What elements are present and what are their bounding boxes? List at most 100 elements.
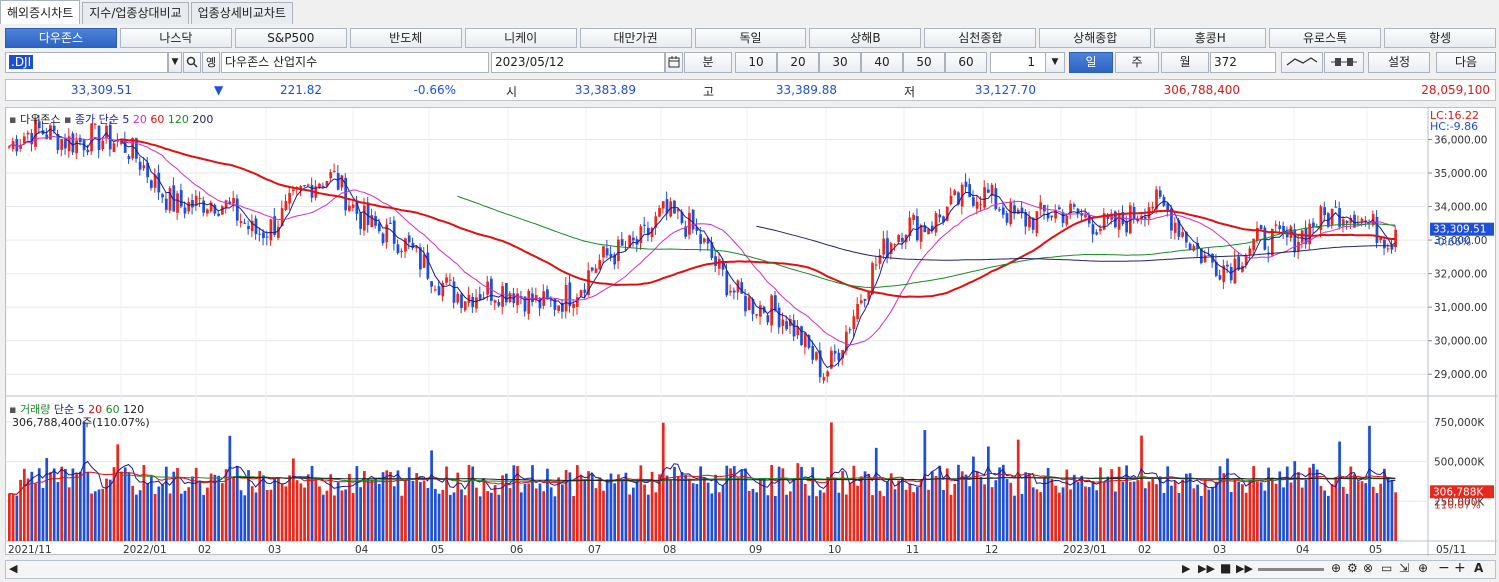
chart-area[interactable]: 36,000.00 35,000.00 34,000.00 33,000.00 32,0… bbox=[5, 107, 1497, 556]
volume-bar bbox=[818, 490, 822, 541]
volume-bar bbox=[755, 492, 759, 541]
gear-icon[interactable]: ⚙ bbox=[1347, 561, 1358, 575]
arrange-icon[interactable]: ⇲ bbox=[1399, 561, 1410, 575]
volume-bar bbox=[445, 466, 448, 541]
search-icon[interactable] bbox=[183, 52, 201, 73]
volume-bar bbox=[729, 468, 732, 541]
code-input[interactable]: .DJI bbox=[5, 52, 168, 73]
candle-body bbox=[497, 302, 501, 306]
candle-body bbox=[1192, 245, 1196, 251]
minute-10-button[interactable]: 10 bbox=[735, 52, 777, 73]
month-button[interactable]: 월 bbox=[1161, 52, 1209, 73]
calendar-icon[interactable] bbox=[665, 52, 683, 73]
tab-3[interactable]: 업종상세비교차트 bbox=[190, 2, 293, 24]
market-button-2[interactable]: 나스닥 bbox=[119, 28, 232, 48]
volume-bar bbox=[135, 494, 138, 541]
market-button-12[interactable]: 유로스톡 bbox=[1269, 28, 1382, 48]
candle-body bbox=[1005, 213, 1009, 223]
zoom-in-icon[interactable]: ⊕ bbox=[1418, 561, 1429, 575]
volume-bar bbox=[340, 490, 344, 541]
price-volume-chart[interactable]: 36,000.00 35,000.00 34,000.00 33,000.00 32,0… bbox=[5, 108, 1497, 556]
week-button[interactable]: 주 bbox=[1115, 52, 1159, 73]
candle-body bbox=[1170, 208, 1173, 231]
candle-body bbox=[620, 239, 624, 246]
candle-body bbox=[269, 219, 273, 241]
minute-20-button[interactable]: 20 bbox=[777, 52, 819, 73]
volume-bar bbox=[1222, 473, 1226, 541]
plus-icon[interactable]: + bbox=[1454, 560, 1466, 576]
next-button[interactable]: 다음 bbox=[1436, 52, 1496, 73]
candle-body bbox=[329, 172, 333, 179]
volume-bar bbox=[1211, 487, 1214, 541]
scroll-right-icon[interactable]: ▶ bbox=[1182, 562, 1191, 575]
crosshair-icon[interactable]: ⊗ bbox=[1363, 561, 1374, 575]
fast-forward-icon[interactable]: ▶▶ bbox=[1236, 562, 1253, 575]
window-icon[interactable]: ▭ bbox=[1381, 561, 1393, 575]
stop-icon[interactable]: ■ bbox=[1220, 561, 1232, 575]
volume-bar bbox=[1300, 487, 1304, 541]
font-icon[interactable]: A bbox=[1474, 561, 1484, 575]
volume-bar bbox=[501, 475, 504, 541]
market-button-7[interactable]: 독일 bbox=[694, 28, 807, 48]
minute-button[interactable]: 분 bbox=[684, 52, 732, 73]
count-dropdown-button[interactable]: ▼ bbox=[1045, 52, 1065, 73]
market-button-11[interactable]: 홍콩H bbox=[1154, 28, 1267, 48]
volume-bar bbox=[519, 492, 523, 541]
market-buttons: 다우존스 나스닥 S&P500 반도체 니케이 대만가권 독일 상해B 심천종합 상해종합 홍콩H 유… bbox=[5, 28, 1496, 48]
market-button-4[interactable]: 반도체 bbox=[349, 28, 462, 48]
bar-count-input[interactable]: 372 bbox=[1210, 52, 1276, 73]
market-button-9[interactable]: 심천종합 bbox=[924, 28, 1037, 48]
candle-body bbox=[1345, 220, 1349, 224]
date-input[interactable]: 2023/05/12 bbox=[491, 52, 665, 73]
market-button-1[interactable]: 다우존스 bbox=[5, 28, 117, 48]
candle-body bbox=[1256, 227, 1259, 241]
market-button-13[interactable]: 항셍 bbox=[1384, 28, 1496, 48]
count-select[interactable]: 1 bbox=[990, 52, 1050, 73]
zoom-slider[interactable] bbox=[1258, 568, 1324, 571]
candle-body bbox=[30, 133, 34, 145]
candle-body bbox=[280, 208, 284, 227]
minute-60-button[interactable]: 60 bbox=[945, 52, 987, 73]
market-button-5[interactable]: 니케이 bbox=[464, 28, 577, 48]
minus-icon[interactable]: − bbox=[1438, 560, 1450, 576]
market-button-10[interactable]: 상해종합 bbox=[1039, 28, 1152, 48]
market-button-6[interactable]: 대만가권 bbox=[579, 28, 692, 48]
candle-body bbox=[1024, 212, 1028, 227]
market-button-8[interactable]: 상해B bbox=[809, 28, 922, 48]
volume-bar bbox=[86, 471, 90, 541]
candle-body bbox=[1076, 208, 1080, 215]
tab-2[interactable]: 지수/업종상대비교 bbox=[82, 2, 189, 24]
candle-body bbox=[348, 205, 351, 211]
candle-body bbox=[1016, 209, 1020, 214]
candle-chart-icon[interactable] bbox=[1324, 52, 1364, 73]
chart-scrollbar[interactable]: ◀ ▶ ▶▶ ■ ▶▶ ⊕ ⚙ ⊗ ▭ ⇲ ⊕ − + A bbox=[5, 560, 1496, 579]
volume-bar bbox=[168, 493, 172, 541]
volume-bar bbox=[684, 475, 688, 541]
volume-bar bbox=[475, 487, 478, 541]
minute-40-button[interactable]: 40 bbox=[861, 52, 903, 73]
candle-body bbox=[901, 237, 904, 242]
list-icon[interactable]: 옝 bbox=[202, 52, 220, 73]
settings-button[interactable]: 설정 bbox=[1368, 52, 1430, 73]
line-chart-icon[interactable] bbox=[1281, 52, 1323, 73]
candle-body bbox=[224, 200, 228, 209]
tab-1[interactable]: 해외증시차트 bbox=[0, 0, 81, 24]
candle-body bbox=[101, 140, 105, 150]
volume-bar bbox=[609, 473, 613, 541]
market-button-3[interactable]: S&P500 bbox=[234, 28, 347, 48]
play-icon[interactable]: ▶▶ bbox=[1198, 562, 1215, 575]
candle-body bbox=[1278, 225, 1282, 230]
volume-bar bbox=[934, 475, 938, 541]
minute-30-button[interactable]: 30 bbox=[819, 52, 861, 73]
candle-body bbox=[262, 232, 265, 239]
minute-50-button[interactable]: 50 bbox=[903, 52, 945, 73]
code-dropdown-button[interactable]: ▼ bbox=[168, 52, 182, 73]
day-button[interactable]: 일 bbox=[1069, 52, 1113, 73]
scroll-left-icon[interactable]: ◀ bbox=[9, 562, 18, 575]
volume-bar bbox=[265, 489, 269, 541]
zoom-icon[interactable]: ⊕ bbox=[1331, 561, 1342, 575]
candle-body bbox=[400, 250, 404, 252]
volume-bar bbox=[1009, 482, 1013, 541]
candle-body bbox=[265, 236, 269, 238]
volume-bar bbox=[404, 479, 407, 541]
